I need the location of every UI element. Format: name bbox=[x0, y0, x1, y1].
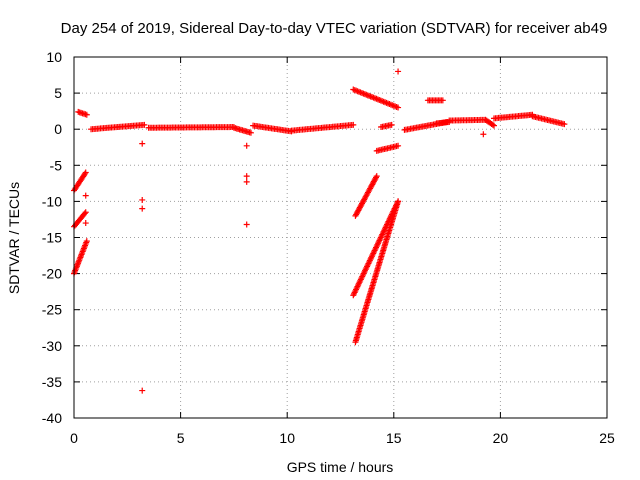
data-point bbox=[139, 140, 146, 147]
data-point bbox=[83, 238, 90, 245]
data-run bbox=[230, 124, 254, 136]
y-tick-label: -35 bbox=[42, 374, 62, 390]
data-run bbox=[424, 97, 446, 104]
y-tick-label: -15 bbox=[42, 230, 62, 246]
x-tick-label: 0 bbox=[70, 430, 78, 446]
plot-frame bbox=[73, 56, 608, 419]
y-tick-label: -20 bbox=[42, 266, 62, 282]
data-point bbox=[81, 170, 88, 177]
data-point bbox=[395, 104, 402, 111]
x-tick-label: 10 bbox=[279, 430, 295, 446]
x-tick-label: 25 bbox=[599, 430, 615, 446]
data-point bbox=[489, 121, 496, 128]
data-point bbox=[395, 142, 402, 149]
data-run bbox=[350, 86, 402, 111]
x-tick-labels: 0 5 10 15 20 25 bbox=[70, 430, 615, 446]
y-tick-label: 5 bbox=[54, 85, 62, 101]
data-point bbox=[141, 121, 148, 128]
data-point bbox=[243, 173, 250, 180]
data-run bbox=[482, 116, 498, 129]
data-run bbox=[491, 111, 536, 122]
data-run bbox=[75, 108, 90, 118]
data-run bbox=[529, 113, 568, 128]
data-run bbox=[446, 116, 489, 124]
data-run bbox=[378, 121, 395, 131]
data-run bbox=[401, 118, 451, 133]
data-point bbox=[561, 121, 568, 128]
grid bbox=[74, 57, 607, 418]
data-point bbox=[480, 131, 487, 138]
x-tick-label: 15 bbox=[386, 430, 402, 446]
data-point bbox=[81, 210, 88, 217]
data-point bbox=[395, 68, 402, 75]
data-run bbox=[71, 238, 90, 277]
data-point bbox=[139, 196, 146, 203]
data-series bbox=[71, 68, 568, 394]
x-tick-label: 20 bbox=[493, 430, 509, 446]
data-point bbox=[243, 221, 250, 228]
data-point bbox=[388, 121, 395, 128]
chart-title: Day 254 of 2019, Sidereal Day-to-day VTE… bbox=[61, 20, 608, 37]
data-point bbox=[82, 220, 89, 227]
y-tick-labels: 10 5 0 -5 -10 -15 -20 -25 -30 -35 -40 bbox=[42, 49, 62, 426]
axis-ticks bbox=[73, 56, 608, 419]
y-tick-label: 0 bbox=[54, 121, 62, 137]
data-point bbox=[82, 192, 89, 199]
data-point bbox=[139, 387, 146, 394]
data-run bbox=[352, 173, 380, 219]
y-tick-label: -10 bbox=[42, 193, 62, 209]
data-point bbox=[139, 205, 146, 212]
data-point bbox=[491, 122, 498, 129]
y-tick-label: 10 bbox=[46, 49, 62, 65]
data-point bbox=[243, 142, 250, 149]
y-tick-label: -30 bbox=[42, 338, 62, 354]
data-point bbox=[247, 129, 254, 136]
data-point bbox=[83, 111, 90, 118]
data-point bbox=[82, 169, 89, 176]
data-point bbox=[243, 178, 250, 185]
data-point bbox=[395, 198, 402, 205]
data-run bbox=[352, 198, 402, 346]
data-point bbox=[373, 173, 380, 180]
data-run bbox=[71, 169, 89, 194]
y-tick-label: -5 bbox=[50, 157, 63, 173]
data-run bbox=[88, 121, 148, 133]
data-point bbox=[82, 209, 89, 216]
x-tick-label: 5 bbox=[177, 430, 185, 446]
data-point bbox=[373, 174, 380, 181]
x-axis-label: GPS time / hours bbox=[287, 459, 394, 475]
data-run bbox=[250, 122, 295, 135]
data-run bbox=[145, 124, 237, 131]
y-axis-label: SDTVAR / TECUs bbox=[6, 182, 22, 294]
y-tick-label: -40 bbox=[42, 410, 62, 426]
data-point bbox=[350, 121, 357, 128]
data-run bbox=[288, 121, 357, 134]
y-tick-label: -25 bbox=[42, 302, 62, 318]
data-point bbox=[439, 97, 446, 104]
data-run bbox=[373, 142, 402, 154]
